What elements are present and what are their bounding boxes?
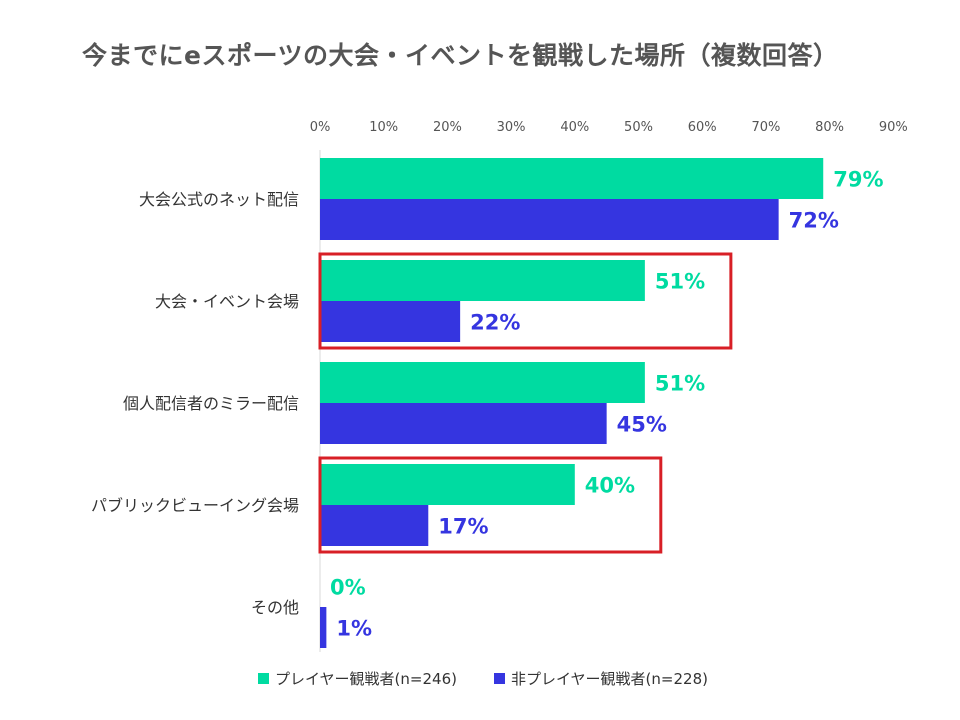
category-label: 大会公式のネット配信 xyxy=(139,190,299,209)
data-label-player: 51% xyxy=(655,270,705,294)
bar-nonplayer xyxy=(320,301,461,342)
x-tick-label: 60% xyxy=(688,120,717,135)
bar-player xyxy=(320,464,575,505)
x-tick-label: 10% xyxy=(369,120,398,135)
legend-swatch-player xyxy=(258,673,269,684)
data-label-nonplayer: 17% xyxy=(438,515,488,539)
data-label-nonplayer: 22% xyxy=(470,311,520,335)
bar-player xyxy=(320,260,645,301)
data-label-player: 0% xyxy=(330,576,366,600)
data-label-nonplayer: 1% xyxy=(336,617,372,641)
x-tick-label: 0% xyxy=(310,120,331,135)
bar-nonplayer xyxy=(320,199,779,240)
category-label: パブリックビューイング会場 xyxy=(91,496,299,515)
x-tick-label: 30% xyxy=(497,120,526,135)
legend-item-player: プレイヤー観戦者(n=246) xyxy=(258,668,457,689)
bar-nonplayer xyxy=(320,505,429,546)
bar-player xyxy=(320,158,824,199)
legend-label-player: プレイヤー観戦者(n=246) xyxy=(275,670,457,688)
data-label-nonplayer: 72% xyxy=(789,209,839,233)
legend-swatch-nonplayer xyxy=(494,673,505,684)
category-label: 個人配信者のミラー配信 xyxy=(123,394,299,413)
category-label: その他 xyxy=(251,598,299,617)
x-tick-label: 50% xyxy=(624,120,653,135)
data-label-player: 79% xyxy=(833,168,883,192)
chart-title: 今までにeスポーツの大会・イベントを観戦した場所（複数回答） xyxy=(82,41,839,70)
legend-label-nonplayer: 非プレイヤー観戦者(n=228) xyxy=(511,670,708,688)
bar-nonplayer xyxy=(320,607,327,648)
bar-player xyxy=(320,362,645,403)
x-tick-label: 70% xyxy=(751,120,780,135)
legend-item-nonplayer: 非プレイヤー観戦者(n=228) xyxy=(494,668,708,689)
bar-nonplayer xyxy=(320,403,607,444)
data-label-player: 51% xyxy=(655,372,705,396)
x-tick-label: 40% xyxy=(560,120,589,135)
highlight-box xyxy=(318,456,663,554)
x-tick-label: 90% xyxy=(879,120,908,135)
data-label-nonplayer: 45% xyxy=(617,413,667,437)
highlight-box xyxy=(318,252,733,350)
category-label: 大会・イベント会場 xyxy=(155,292,299,311)
x-tick-label: 80% xyxy=(815,120,844,135)
data-label-player: 40% xyxy=(585,474,635,498)
x-tick-label: 20% xyxy=(433,120,462,135)
